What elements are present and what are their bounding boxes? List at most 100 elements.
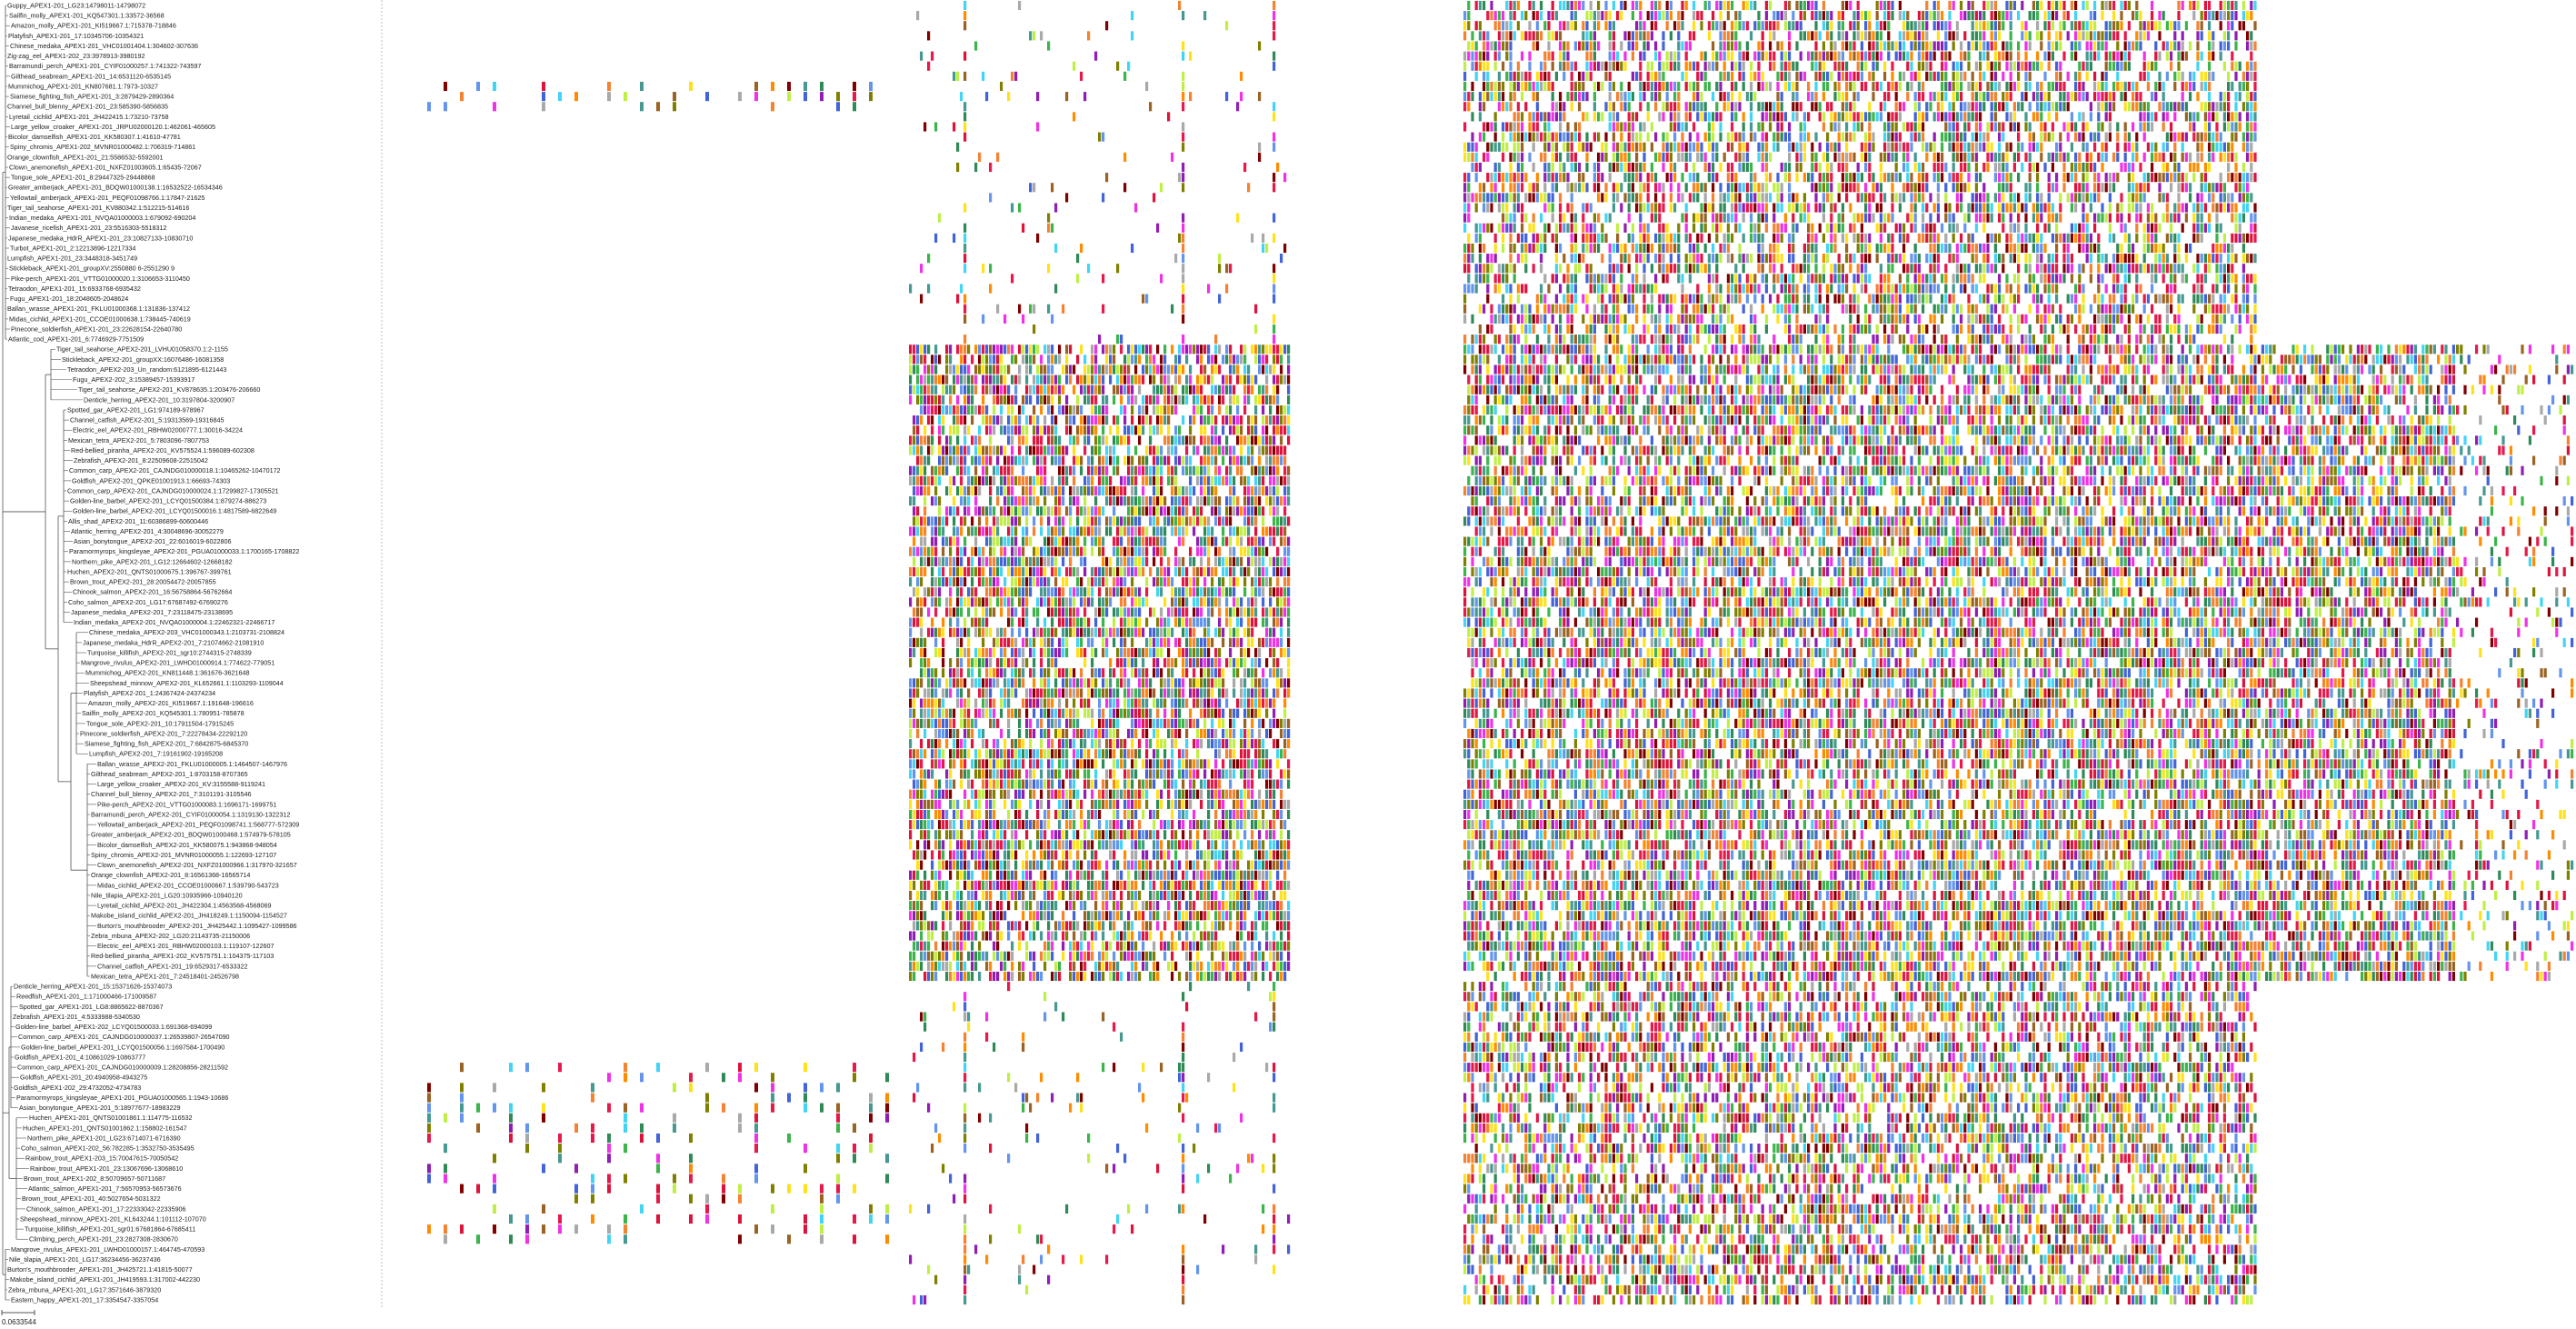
alignment-cell <box>2139 31 2142 41</box>
alignment-cell <box>1547 112 1551 122</box>
alignment-cell <box>1879 203 1882 213</box>
alignment-cell <box>2074 223 2078 233</box>
alignment-cell <box>2189 152 2192 162</box>
alignment-cell <box>1597 21 1601 31</box>
alignment-cell <box>1948 132 1952 142</box>
alignment-cell <box>1864 81 1868 92</box>
alignment-cell <box>2040 254 2043 264</box>
alignment-cell <box>1982 92 1986 102</box>
alignment-cell <box>1662 294 1665 304</box>
alignment-cell <box>956 71 960 81</box>
alignment-cell <box>1922 274 1925 284</box>
alignment-cell <box>1822 21 1825 31</box>
alignment-cell <box>2051 102 2054 112</box>
alignment-cell <box>2021 233 2024 243</box>
alignment-cell <box>2002 102 2005 112</box>
alignment-cell <box>1925 21 1929 31</box>
alignment-cell <box>1922 132 1925 142</box>
alignment-cell <box>1944 21 1948 31</box>
alignment-cell <box>1029 304 1033 314</box>
alignment-cell <box>964 254 967 264</box>
alignment-cell <box>1979 193 1982 203</box>
alignment-cell <box>1509 92 1513 102</box>
alignment-cell <box>2017 314 2021 324</box>
alignment-cell <box>1814 193 1818 203</box>
alignment-cell <box>2097 122 2101 132</box>
alignment-cell <box>1273 284 1276 294</box>
alignment-cell <box>1780 41 1783 51</box>
alignment-cell <box>1952 31 1955 41</box>
alignment-cell <box>1493 61 1497 71</box>
alignment-cell <box>1811 31 1814 41</box>
alignment-cell <box>1474 335 1478 345</box>
alignment-cell <box>2234 284 2238 294</box>
alignment-cell <box>1822 0 1825 11</box>
alignment-cell <box>1898 31 1902 41</box>
alignment-cell <box>1597 112 1601 122</box>
alignment-cell <box>2184 102 2188 112</box>
alignment-cell <box>1142 294 1145 304</box>
alignment-cell <box>1879 243 1882 254</box>
alignment-cell <box>1635 314 1639 324</box>
alignment-cell <box>1960 233 1963 243</box>
alignment-cell <box>1516 335 1520 345</box>
alignment-cell <box>1573 294 1577 304</box>
alignment-cell <box>2227 11 2231 21</box>
alignment-cell <box>1578 122 1582 132</box>
alignment-cell <box>1612 41 1615 51</box>
alignment-cell <box>1750 304 1753 314</box>
alignment-cell <box>2222 112 2226 122</box>
alignment-cell <box>1684 61 1688 71</box>
alignment-cell <box>2070 274 2073 284</box>
alignment-cell <box>1986 314 1990 324</box>
alignment-cell <box>2009 61 2012 71</box>
alignment-cell <box>1497 335 1501 345</box>
alignment-cell <box>1684 71 1688 81</box>
alignment-cell <box>2162 213 2165 223</box>
alignment-cell <box>2192 264 2196 274</box>
alignment-cell <box>2040 203 2043 213</box>
alignment-cell <box>2047 112 2051 122</box>
alignment-cell <box>2108 324 2112 335</box>
alignment-cell <box>2162 162 2165 173</box>
alignment-cell <box>2219 294 2222 304</box>
alignment-cell <box>1852 294 1856 304</box>
alignment-cell <box>2047 304 2051 314</box>
alignment-cell <box>2246 284 2250 294</box>
alignment-cell <box>1891 142 1894 152</box>
alignment-cell <box>2196 51 2200 61</box>
alignment-cell <box>2043 51 2047 61</box>
alignment-cell <box>2222 152 2226 162</box>
alignment-cell <box>1826 284 1830 294</box>
alignment-cell <box>1589 243 1593 254</box>
alignment-cell <box>1807 81 1811 92</box>
alignment-cell <box>1986 213 1990 223</box>
alignment-cell <box>1563 335 1566 345</box>
alignment-cell <box>1826 254 1830 264</box>
alignment-cell <box>1929 223 1932 233</box>
alignment-cell <box>2238 223 2242 233</box>
alignment-cell <box>1677 21 1681 31</box>
alignment-cell <box>1941 21 1944 31</box>
alignment-cell <box>2085 41 2089 51</box>
alignment-cell <box>1502 11 1505 21</box>
alignment-cell <box>2108 223 2112 233</box>
alignment-cell <box>1681 142 1684 152</box>
alignment-cell <box>2078 264 2082 274</box>
alignment-cell <box>2231 112 2234 122</box>
alignment-cell <box>989 193 993 203</box>
alignment-cell <box>2009 324 2012 335</box>
alignment-cell <box>1872 41 1875 51</box>
alignment-cell <box>1753 132 1757 142</box>
alignment-cell <box>2222 92 2226 102</box>
alignment-cell <box>1616 233 1620 243</box>
alignment-cell <box>1654 203 1658 213</box>
alignment-cell <box>1990 203 1993 213</box>
alignment-cell <box>1700 102 1703 112</box>
alignment-cell <box>1509 41 1513 51</box>
alignment-cell <box>1925 324 1929 335</box>
alignment-cell <box>1528 152 1532 162</box>
alignment-cell <box>1967 112 1971 122</box>
alignment-cell <box>1589 31 1593 41</box>
alignment-cell <box>1922 304 1925 314</box>
